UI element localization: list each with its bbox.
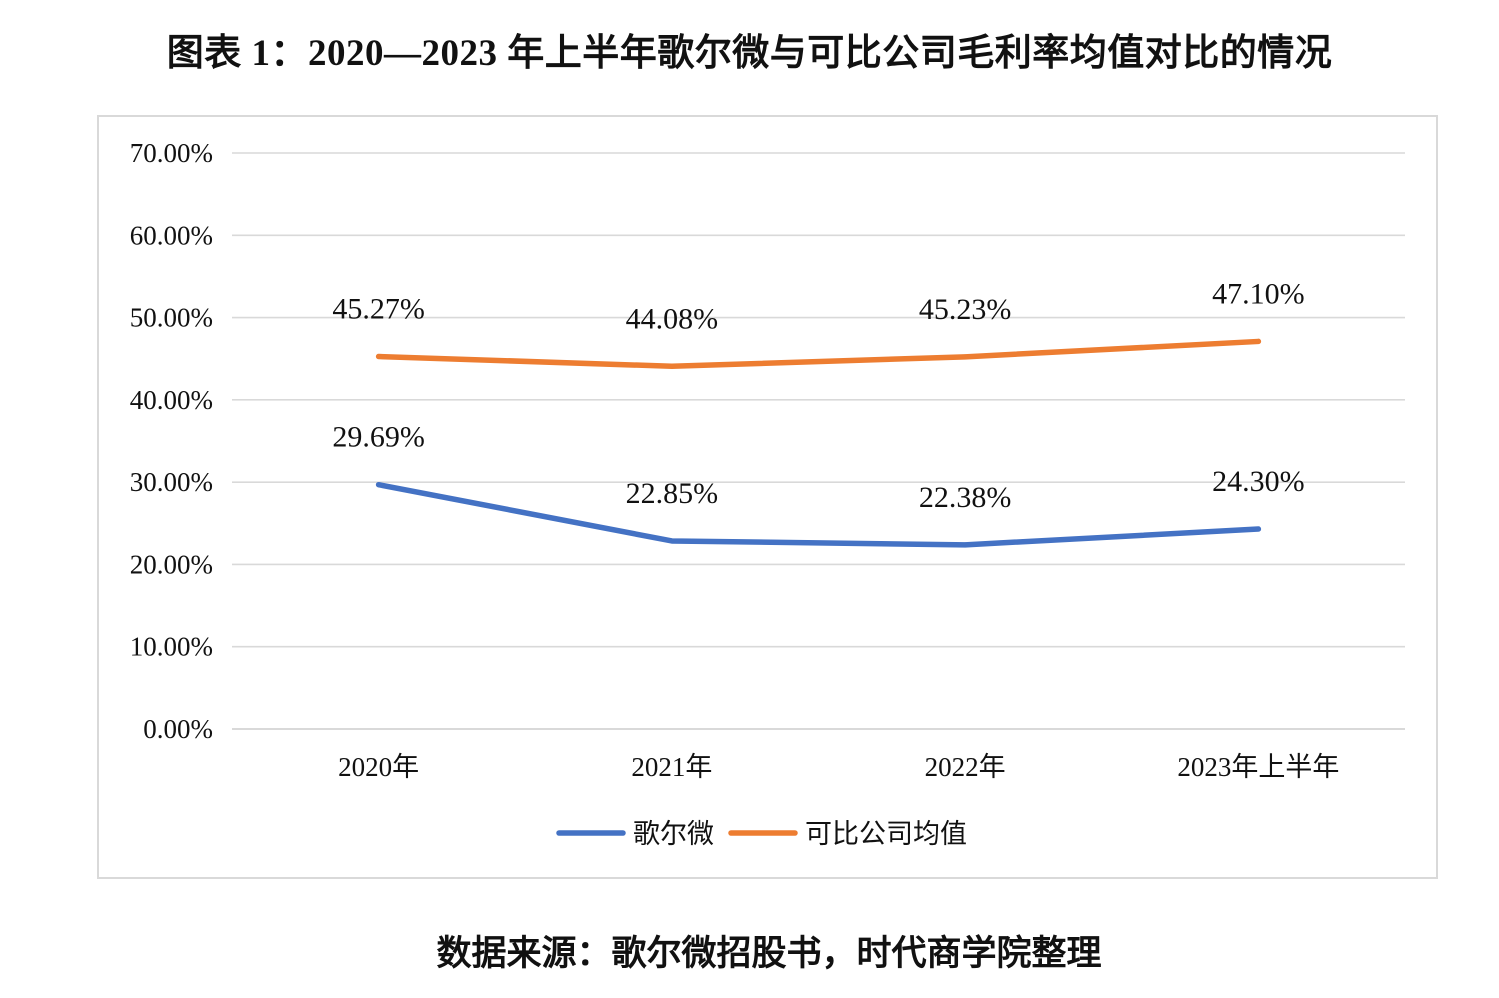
data-point [1255, 338, 1261, 344]
legend-label: 可比公司均值 [805, 819, 967, 850]
y-tick-label: 50.00% [130, 303, 213, 333]
chart-container: 0.00% 10.00% 20.00% 30.00% 40.00% 50.00% 60.00… [97, 115, 1438, 879]
x-tick-label: 2021年 [631, 752, 712, 782]
data-label: 45.27% [332, 292, 425, 325]
data-label: 44.08% [626, 302, 719, 335]
line-chart: 0.00% 10.00% 20.00% 30.00% 40.00% 50.00% 60.00… [130, 138, 1405, 850]
data-point [376, 482, 382, 488]
data-label: 29.69% [332, 421, 425, 454]
data-point [669, 538, 675, 544]
figure-title: 图表 1：2020—2023 年上半年歌尔微与可比公司毛利率均值对比的情况 [166, 33, 1333, 74]
data-point [1255, 526, 1261, 532]
data-point [962, 542, 968, 548]
x-tick-label: 2020年 [338, 752, 419, 782]
y-tick-label: 20.00% [130, 549, 213, 579]
y-tick-label: 70.00% [130, 138, 213, 168]
legend-label: 歌尔微 [633, 819, 714, 850]
data-point [962, 354, 968, 360]
data-label: 24.30% [1212, 465, 1305, 498]
y-tick-label: 60.00% [130, 220, 213, 250]
source-note: 数据来源：歌尔微招股书，时代商学院整理 [436, 934, 1102, 974]
x-tick-label: 2022年 [925, 752, 1006, 782]
data-point [669, 363, 675, 369]
series-line-1 [375, 481, 1262, 548]
data-label: 45.23% [919, 293, 1012, 326]
data-label: 47.10% [1212, 277, 1305, 310]
y-tick-label: 40.00% [130, 385, 213, 415]
y-tick-label: 10.00% [130, 632, 213, 662]
series-line-2 [375, 338, 1262, 370]
data-label: 22.85% [626, 477, 719, 510]
y-tick-label: 30.00% [130, 467, 213, 497]
data-label: 22.38% [919, 481, 1012, 514]
x-tick-label: 2023年上半年 [1177, 752, 1339, 782]
data-point [376, 353, 382, 359]
y-tick-label: 0.00% [143, 714, 213, 744]
